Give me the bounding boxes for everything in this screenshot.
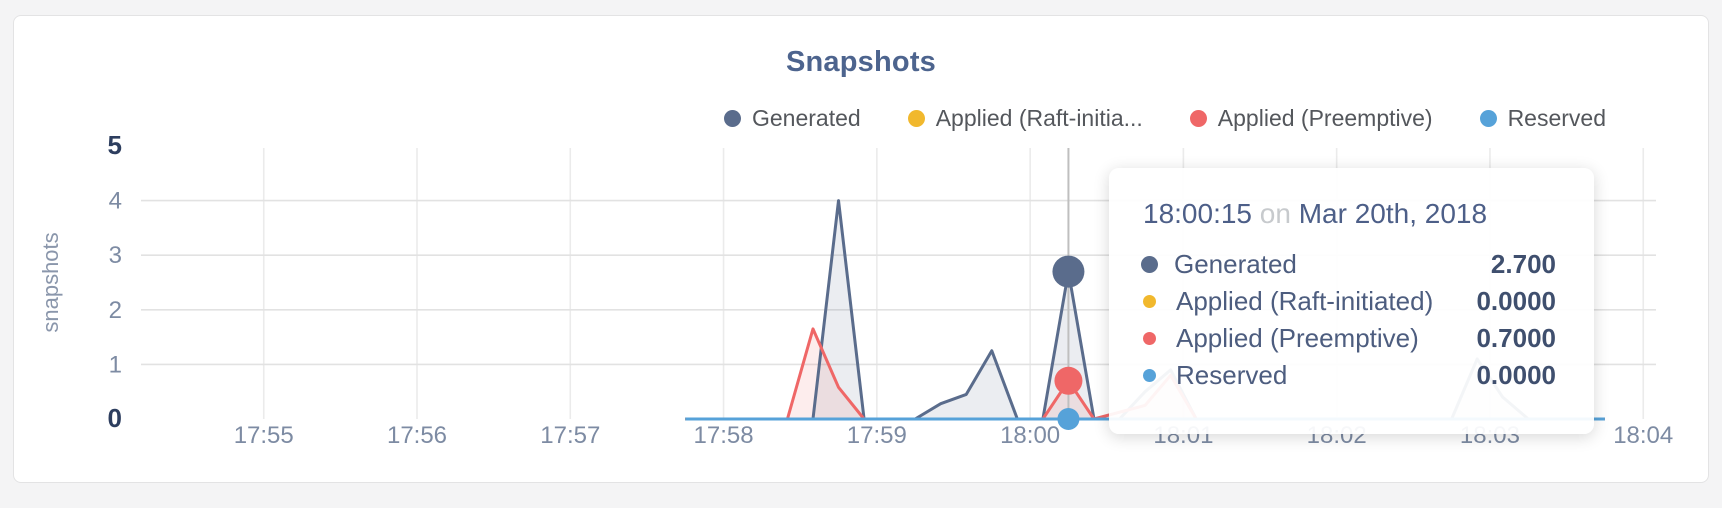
highlight-dot-applied-preemptive[interactable] <box>1054 366 1083 395</box>
legend-dot-icon <box>907 110 925 127</box>
snapshots-chart-card: Snapshots 0 1 2 3 4 5 17:55 17:56 17:57 17:58 17:5… <box>13 15 1709 483</box>
tooltip-series-dot-icon <box>1143 332 1156 345</box>
x-tick-label: 18:04 <box>1613 422 1673 449</box>
legend-label: Generated <box>752 105 861 131</box>
x-tick-label: 17:57 <box>540 422 600 449</box>
tooltip-date: Mar 20th, 2018 <box>1298 198 1488 229</box>
legend-label: Applied (Preemptive) <box>1217 105 1433 131</box>
tooltip-series-label: Reserved <box>1176 360 1288 390</box>
tooltip-row-applied-preemptive: Applied (Preemptive) 0.7000 <box>1143 320 1556 357</box>
tooltip-series-dot-icon <box>1141 256 1158 273</box>
chart-title: Snapshots <box>785 46 937 78</box>
y-tick-label: 4 <box>109 188 122 215</box>
legend-item-applied-raft-initia[interactable]: Applied (Raft-initia... <box>907 105 1143 132</box>
x-tick-label: 18:00 <box>1000 422 1060 449</box>
y-tick-label: 0 <box>108 403 122 433</box>
tooltip-series-value: 0.0000 <box>1476 360 1556 390</box>
legend-label: Applied (Raft-initia... <box>935 105 1143 131</box>
legend-dot-icon <box>1189 110 1207 127</box>
highlight-dot-generated[interactable] <box>1052 255 1085 288</box>
chart-tooltip: 18:00:15 on Mar 20th, 2018 Generated 2.70… <box>1109 168 1594 434</box>
tooltip-rows: Generated 2.700 Applied (Raft-initiated) 0.… <box>1141 246 1556 394</box>
tooltip-series-dot-icon <box>1143 369 1156 382</box>
legend-dot-icon <box>724 110 741 127</box>
tooltip-series-label: Applied (Raft-initiated) <box>1176 286 1434 316</box>
tooltip-row-reserved: Reserved 0.0000 <box>1143 357 1556 394</box>
legend-item-generated[interactable]: Generated <box>724 105 861 132</box>
tooltip-series-value: 2.700 <box>1490 249 1556 279</box>
y-tick-label: 5 <box>108 130 122 160</box>
tooltip-series-value: 0.0000 <box>1476 286 1556 316</box>
chart-legend: Generated Applied (Raft-initia... Applied … <box>724 105 1606 132</box>
legend-label: Reserved <box>1507 105 1606 131</box>
x-tick-label: 17:56 <box>387 422 447 449</box>
x-tick-label: 17:55 <box>234 422 294 449</box>
tooltip-row-generated: Generated 2.700 <box>1141 246 1556 283</box>
tooltip-row-applied-raft-initiated: Applied (Raft-initiated) 0.0000 <box>1143 283 1556 320</box>
tooltip-series-dot-icon <box>1143 295 1156 308</box>
x-tick-label: 17:58 <box>694 422 754 449</box>
y-tick-label: 1 <box>109 351 122 378</box>
tooltip-series-label: Applied (Preemptive) <box>1176 323 1419 353</box>
tooltip-time: 18:00:15 <box>1143 198 1252 229</box>
tooltip-conjunction: on <box>1259 198 1291 229</box>
x-tick-label: 17:59 <box>847 422 907 449</box>
highlight-dot-reserved[interactable] <box>1057 408 1080 430</box>
tooltip-series-label: Generated <box>1174 249 1297 279</box>
legend-item-reserved[interactable]: Reserved <box>1479 105 1606 132</box>
y-axis-label: snapshots <box>38 232 63 332</box>
y-tick-label: 2 <box>109 297 122 324</box>
tooltip-series-value: 0.7000 <box>1476 323 1556 353</box>
tooltip-header: 18:00:15 on Mar 20th, 2018 <box>1143 198 1556 230</box>
y-tick-label: 3 <box>109 242 122 269</box>
legend-item-applied-preemptive[interactable]: Applied (Preemptive) <box>1189 105 1433 132</box>
legend-dot-icon <box>1479 110 1497 127</box>
